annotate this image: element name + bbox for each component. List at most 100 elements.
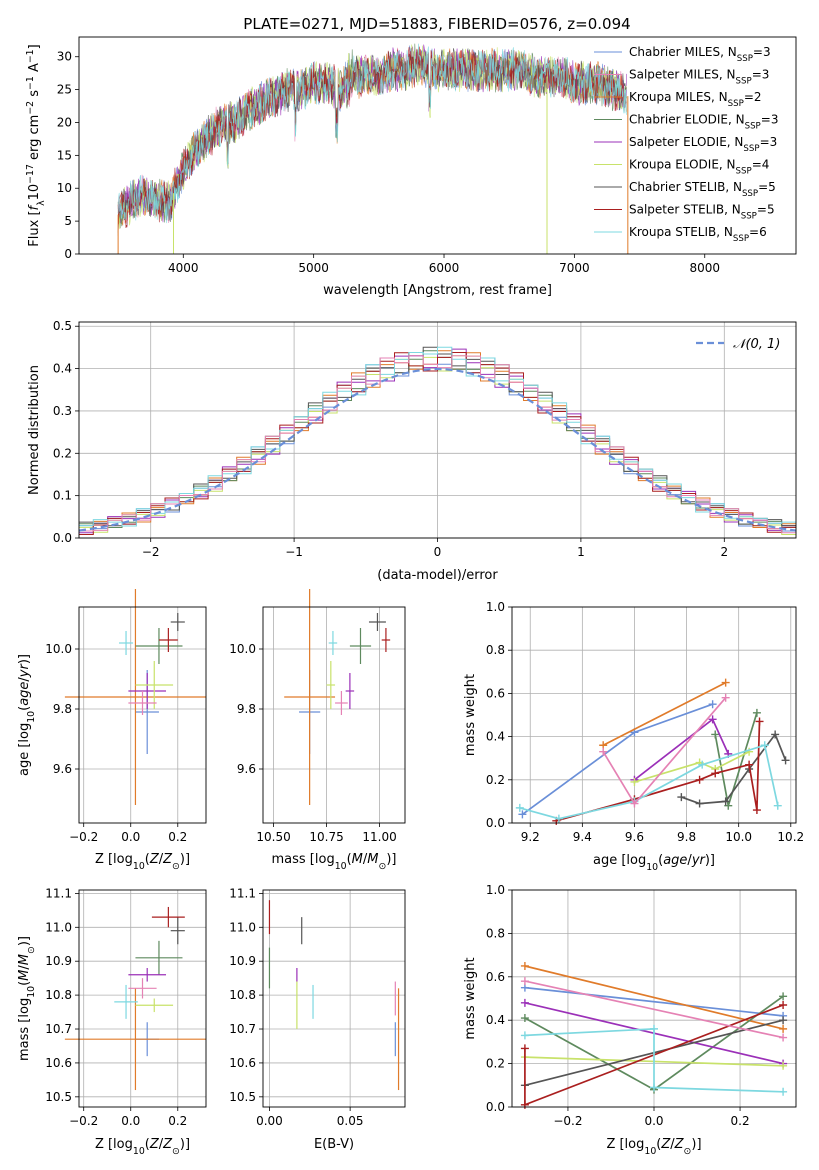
massweight_vs_age-point-marker (724, 801, 733, 810)
massweight_vs_age-series-line (634, 750, 750, 783)
massweight_vs_age-xtick-label: 9.4 (573, 830, 592, 844)
residual_histogram-ytick-label: 0.3 (53, 404, 72, 418)
mass_vs_Z-xtick-label: −0.2 (69, 1114, 98, 1128)
massweight_vs_age-point-marker (721, 678, 730, 687)
age_vs_Z-ylabel: age [log10(age/yr)] (17, 654, 37, 776)
massweight_vs_age-ytick-label: 1.0 (486, 600, 505, 614)
age_vs_Z-xtick-label: 0.0 (121, 830, 140, 844)
histogram-legend: 𝒩(0, 1) (696, 337, 780, 352)
histogram-series-step (79, 346, 796, 527)
age_vs_mass-point (326, 661, 336, 709)
mass_vs_Z-ytick-label: 10.6 (45, 1056, 72, 1070)
spectrum-axes: 4000 5000 6000 7000 8000 0 5 10 15 20 25 30 waveleng… (25, 43, 720, 298)
massweight_vs_age-series-line (519, 744, 779, 820)
age_vs_Z-point (118, 631, 134, 655)
spectrum-ytick-label: 10 (57, 181, 72, 195)
massweight_vs_age-ytick-label: 0.8 (486, 643, 505, 657)
massweight_vs_age-point-marker (711, 730, 720, 739)
massweight_vs_age-point-marker (755, 717, 764, 726)
massweight_vs_Z-point-marker (779, 1033, 788, 1042)
massweight_vs_Z-point-marker (779, 1016, 788, 1025)
residual_histogram-xtick-label: 0 (434, 545, 442, 559)
spectrum-ytick-label: 25 (57, 83, 72, 97)
mass_vs_Z-ytick-label: 11.1 (45, 886, 72, 900)
residual_histogram-ytick-label: 0.5 (53, 319, 72, 333)
massweight_vs_Z-ytick-label: 0.0 (486, 1100, 505, 1114)
mass_vs_ebv-ytick-label: 10.5 (229, 1090, 256, 1104)
massweight_vs_Z-point-marker (520, 977, 529, 986)
massweight_vs_age-point-marker (695, 799, 704, 808)
mass_vs_Z-xtick-label: 0.0 (121, 1114, 140, 1128)
massweight_vs_age-xtick-label: 10.2 (777, 830, 804, 844)
age_vs_mass-point (349, 628, 372, 664)
massweight_vs_Z-point-marker (779, 1001, 788, 1010)
mass_vs_Z-point (170, 917, 185, 945)
massweight_vs_Z-series-line (524, 980, 784, 1039)
spectrum-xtick-label: 4000 (168, 261, 199, 275)
mass_vs_Z-point (128, 967, 167, 982)
massweight_vs_Z-point-marker (520, 1100, 529, 1109)
legend-entry-label: Salpeter ELODIE, NSSP=3 (629, 135, 777, 154)
massweight_vs_Z-ytick-label: 0.2 (486, 1057, 505, 1071)
residual_histogram-ytick-label: 0.1 (53, 489, 72, 503)
massweight_vs_Z-series-line (524, 986, 784, 1017)
age_vs_mass-point (284, 589, 336, 805)
legend-entry-label: 𝒩(0, 1) (733, 337, 780, 352)
massweight_vs_Z-xlabel: Z [log10(Z/Z⊙)] (606, 1137, 701, 1157)
massweight_vs_age-xtick-label: 10.0 (725, 830, 752, 844)
mass_vs_Z-ytick-label: 10.9 (45, 954, 72, 968)
age_vs_mass-point (328, 631, 338, 655)
mass_vs_Z-frame (78, 889, 207, 1108)
massweight_vs_age-point-marker (773, 801, 782, 810)
massweight_vs_Z-ytick-label: 0.8 (486, 926, 505, 940)
residual_histogram-xtick-label: 1 (577, 545, 585, 559)
age_vs_mass-xtick-label: 11.00 (362, 830, 396, 844)
massweight_vs_age-point-marker (677, 793, 686, 802)
massweight_vs_Z-xtick-label: 0.0 (644, 1114, 663, 1128)
massweight_vs_age-frame (511, 606, 797, 824)
legend-entry-label: Salpeter STELIB, NSSP=5 (629, 203, 775, 222)
mass_vs_ebv-xtick-label: 0.05 (337, 1114, 364, 1128)
massweight_vs_Z-ytick-label: 0.4 (486, 1013, 505, 1027)
mass_vs_Z-point (128, 978, 157, 999)
residual_histogram-xtick-label: −2 (142, 545, 160, 559)
spectrum-ylabel: Flux [fλ10−17 erg cm−2 s−1 A−1] (25, 44, 47, 246)
spectrum-series-line (117, 43, 627, 224)
massweight_vs_age-point-marker (781, 756, 790, 765)
massweight_vs_Z-point-marker (650, 1024, 658, 1033)
massweight_vs_age-axes: 9.2 9.4 9.6 9.8 10.0 10.2 0.0 0.2 0.4 0.6 0.8 1.0 ag… (463, 600, 804, 873)
age_vs_Z-point (128, 691, 157, 715)
age_vs_Z-frame (78, 606, 207, 824)
age_vs_Z-axes: −0.2 0.0 0.2 9.6 9.8 10.0 Z [log10(Z/Z⊙)] age [… (17, 589, 206, 872)
massweight_vs_age-point-marker (698, 760, 707, 769)
mass_vs_ebv-axes: 0.00 0.05 10.5 10.6 10.7 10.8 10.9 11.0 11.1 E(B-… (229, 886, 405, 1152)
mass_vs_Z-point (151, 906, 185, 928)
mass_vs_ebv-ytick-label: 11.1 (229, 886, 256, 900)
massweight_vs_age-point-marker (760, 741, 769, 750)
legend-entry-label: Salpeter MILES, NSSP=3 (629, 68, 769, 87)
age_vs_Z-xtick-label: 0.2 (168, 830, 187, 844)
massweight_vs_age-point-marker (721, 797, 730, 806)
mass_vs_ebv-ytick-label: 10.7 (229, 1022, 256, 1036)
spectrum-xtick-label: 6000 (429, 261, 460, 275)
massweight_vs_Z-point-marker (779, 1024, 788, 1033)
age_vs_Z-point (64, 589, 206, 805)
spectrum-frame (78, 36, 797, 255)
mass_vs_ebv-frame (262, 889, 406, 1108)
massweight_vs_age-ytick-label: 0.2 (486, 773, 505, 787)
massweight_vs_age-point-marker (515, 803, 524, 812)
massweight_vs_Z-point-marker (520, 1044, 529, 1053)
massweight_vs_Z-axes: −0.2 0.0 0.2 0.0 0.2 0.4 0.6 0.8 1.0 Z [log10(Z/Z… (463, 883, 796, 1157)
massweight_vs_age-xtick-label: 9.8 (677, 830, 696, 844)
massweight_vs_age-point-marker (630, 777, 639, 786)
legend-entry-label: Chabrier STELIB, NSSP=5 (629, 180, 776, 199)
massweight_vs_age-point-marker (518, 810, 527, 819)
spectrum-legend: Chabrier MILES, NSSP=3 Salpeter MILES, NS… (594, 45, 778, 244)
age_vs_mass-xtick-label: 10.75 (309, 830, 343, 844)
mass_vs_ebv-ytick-label: 10.6 (229, 1056, 256, 1070)
mass_vs_Z-ytick-label: 10.7 (45, 1022, 72, 1036)
residual_histogram-axes: −2 −1 0 1 2 0.0 0.1 0.2 0.3 0.4 0.5 (data-model)/er… (27, 319, 797, 583)
spectrum-xtick-label: 5000 (298, 261, 329, 275)
mass_vs_Z-axes: −0.2 0.0 0.2 10.5 10.6 10.7 10.8 10.9 11.0 11.1 Z … (17, 886, 206, 1157)
